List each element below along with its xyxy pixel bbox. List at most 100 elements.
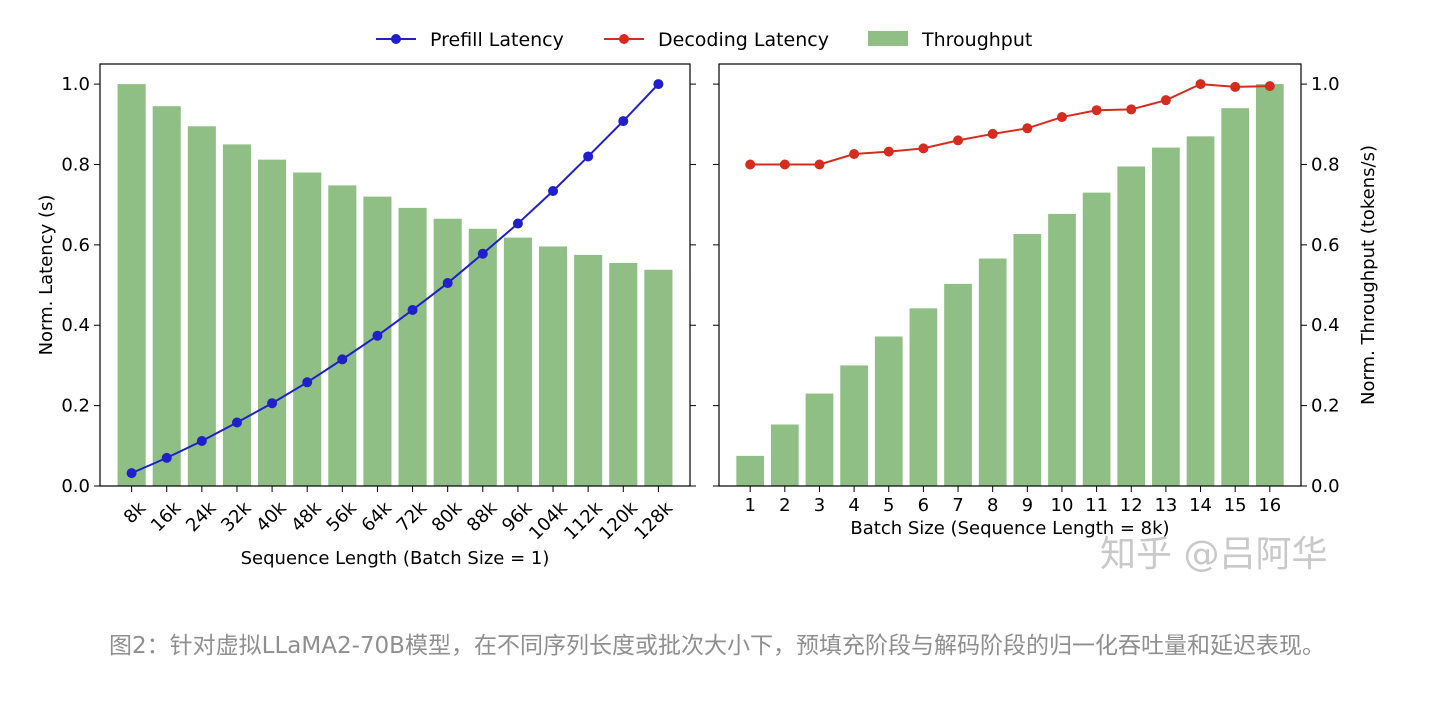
left-xtick-label: 72k (393, 497, 432, 536)
right-latency-point (1160, 95, 1171, 106)
right-xtick-label: 7 (952, 495, 963, 516)
legend-decoding-marker (619, 34, 629, 44)
right-throughput-bar (1117, 166, 1146, 486)
left-xtick-label: 16k (147, 497, 186, 536)
left-ytick-label: 0.8 (61, 154, 90, 175)
right-latency-point (1264, 81, 1275, 92)
left-throughput-bar (503, 237, 532, 486)
left-throughput-bar (222, 144, 252, 486)
left-throughput-bar (117, 84, 146, 486)
right-xtick-label: 2 (779, 495, 790, 516)
right-latency-point (745, 159, 756, 170)
right-plot-area (736, 79, 1284, 487)
watermark: 知乎 @吕阿华 (1100, 534, 1327, 575)
left-latency-point (407, 304, 418, 315)
left-panel: 0.0 0.2 0.4 0.6 0.8 1.0 8k16k24k32k40k48k56k6… (36, 63, 696, 569)
right-xtick-label: 1 (744, 495, 755, 516)
right-x-ticks: 1 2 3 4 5 6 7 8 9 10 11 12 13 14 15 16 (744, 486, 1281, 516)
right-latency-point (1230, 81, 1241, 92)
left-latency-point (161, 452, 172, 463)
figure-canvas: Prefill Latency Decoding Latency Through… (36, 29, 1379, 575)
right-throughput-bar (944, 283, 972, 486)
right-axes-frame (718, 63, 1302, 487)
left-ytick-label: 0.4 (61, 315, 90, 336)
legend-decoding-label: Decoding Latency (658, 29, 829, 51)
right-xtick-label: 11 (1085, 495, 1108, 516)
left-latency-point (126, 468, 137, 479)
right-xtick-label: 3 (814, 495, 825, 516)
left-xtick-label: 56k (322, 497, 361, 536)
right-ytick-label: 0.2 (1311, 396, 1340, 417)
figure-caption: 图2：针对虚拟LLaMA2-70B模型，在不同序列长度或批次大小下，预填充阶段与… (109, 633, 1325, 659)
left-xtick-label: 88k (463, 497, 502, 536)
right-y-axis-label: Norm. Throughput (tokens/s) (1358, 145, 1379, 405)
left-latency-line (131, 83, 660, 475)
right-latency-point (953, 135, 964, 146)
left-plot-area (117, 79, 673, 487)
left-xtick-label: 120k (595, 497, 642, 544)
left-latency-point (267, 398, 278, 409)
left-x-ticks: 8k16k24k32k40k48k56k64k72k80k88k96k104k1… (120, 486, 677, 544)
right-throughput-bar (1048, 213, 1076, 487)
left-latency-point (548, 186, 559, 197)
left-xtick-label: 64k (358, 497, 397, 536)
right-throughput-bar (805, 393, 834, 486)
right-xtick-label: 12 (1120, 495, 1143, 516)
right-ytick-label: 1.0 (1311, 74, 1340, 95)
left-axes-frame (99, 63, 691, 487)
left-latency-point (442, 278, 453, 289)
right-latency-point (987, 128, 998, 139)
left-throughput-bar (644, 269, 673, 486)
right-xtick-label: 15 (1224, 495, 1247, 516)
right-xtick-label: 8 (987, 495, 998, 516)
left-latency-point (512, 218, 523, 229)
left-latency-point (302, 377, 313, 388)
legend-prefill-label: Prefill Latency (430, 29, 564, 51)
right-throughput-bar (1152, 147, 1180, 486)
left-throughput-bar (152, 106, 181, 486)
right-throughput-bar (770, 424, 799, 486)
legend-prefill-marker (391, 34, 401, 44)
right-latency-point (883, 146, 894, 157)
legend: Prefill Latency Decoding Latency Through… (376, 29, 1032, 51)
left-latency-point (583, 151, 594, 162)
left-x-axis-label: Sequence Length (Batch Size = 1) (241, 548, 550, 569)
left-xtick-label: 104k (525, 497, 572, 544)
left-throughput-bar (538, 246, 568, 486)
left-ytick-label: 0.2 (61, 396, 90, 417)
left-throughput-bar (328, 185, 357, 486)
right-latency-point (814, 159, 825, 170)
right-throughput-bar (874, 336, 903, 486)
left-latency-point (477, 248, 488, 259)
left-latency-point (196, 435, 207, 446)
left-xtick-label: 8k (120, 497, 151, 528)
left-latency-point (337, 354, 348, 365)
right-panel: 0.00.20.40.60.81.0 1 2 3 4 5 6 7 8 9 10 11 12 13 14 15… (713, 63, 1379, 539)
left-throughput-bar (258, 159, 287, 487)
right-xtick-label: 9 (1022, 495, 1033, 516)
right-ytick-label: 0.0 (1311, 476, 1340, 497)
left-throughput-bar (609, 262, 638, 486)
right-latency-point (1195, 79, 1206, 90)
right-throughput-bar (1255, 84, 1284, 486)
right-y-ticks: 0.0 0.2 0.4 0.6 0.8 1.0 (713, 74, 1340, 497)
right-latency-point (779, 159, 790, 170)
legend-throughput-label: Throughput (921, 29, 1032, 51)
legend-throughput-swatch (868, 31, 908, 46)
right-xtick-label: 5 (883, 495, 894, 516)
left-ytick-label: 0.6 (61, 235, 90, 256)
left-throughput-bar (468, 228, 497, 486)
right-throughput-bar (978, 258, 1007, 486)
right-xtick-label: 13 (1154, 495, 1177, 516)
right-ytick-label: 0.8 (1311, 154, 1340, 175)
right-latency-point (1056, 112, 1067, 123)
right-throughput-bar (840, 365, 868, 486)
right-ytick-label: 0.6 (1311, 235, 1340, 256)
left-throughput-bar (187, 126, 216, 487)
left-xtick-label: 48k (287, 497, 326, 536)
right-xtick-label: 4 (848, 495, 859, 516)
right-x-axis-label: Batch Size (Sequence Length = 8k) (850, 518, 1169, 539)
right-throughput-bar (1186, 136, 1215, 487)
left-xtick-label: 24k (182, 497, 221, 536)
left-ytick-label: 0.0 (61, 476, 90, 497)
